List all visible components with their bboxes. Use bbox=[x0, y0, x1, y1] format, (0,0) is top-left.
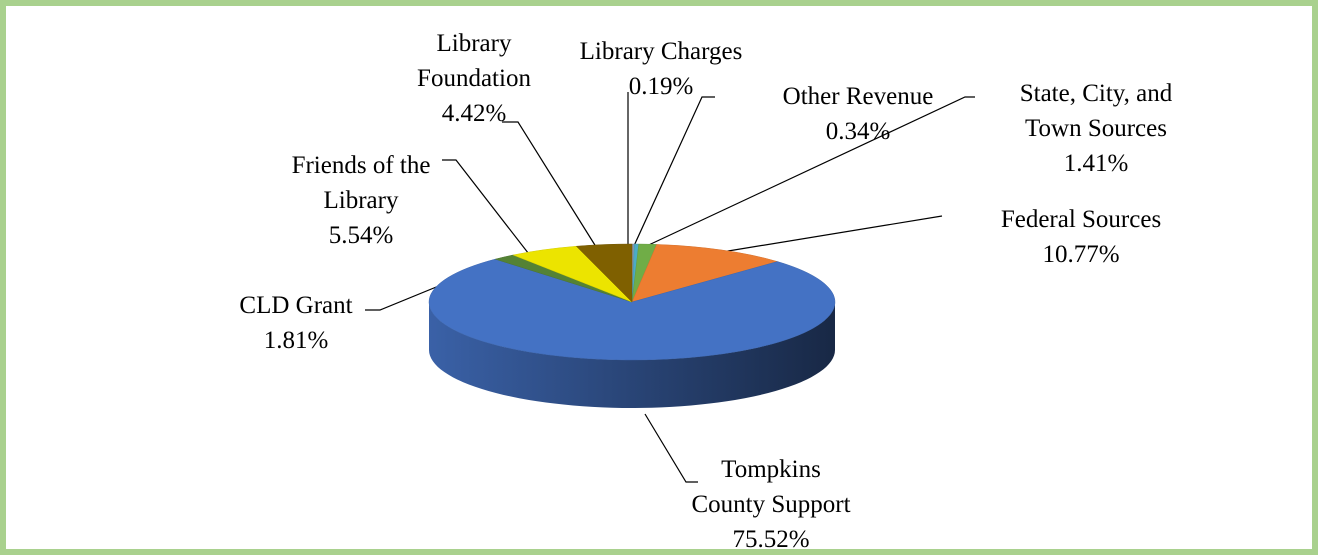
leader-line bbox=[502, 121, 599, 251]
slice-label: Other Revenue 0.34% bbox=[783, 79, 934, 149]
pie-slice bbox=[631, 244, 779, 303]
pie-sides bbox=[429, 302, 835, 408]
slice-value: 0.19% bbox=[628, 73, 694, 100]
slice-value: 75.52% bbox=[732, 526, 810, 553]
slice-name: CLD Grant bbox=[239, 292, 353, 319]
slice-name: Other Revenue bbox=[782, 83, 934, 110]
leader-line bbox=[442, 159, 533, 259]
slice-value: 4.42% bbox=[441, 100, 507, 127]
slice-label: Tompkins County Support 75.52% bbox=[691, 452, 851, 553]
pie-side bbox=[429, 302, 835, 408]
slice-value: 10.77% bbox=[1042, 241, 1120, 268]
slice-name: Friends of the Library bbox=[291, 152, 431, 214]
leader-line bbox=[644, 413, 698, 483]
slice-label: Library Foundation 4.42% bbox=[417, 26, 531, 131]
slice-value: 1.41% bbox=[1063, 150, 1129, 177]
slice-value: 5.54% bbox=[328, 222, 394, 249]
leader-line bbox=[632, 96, 715, 249]
slice-label: CLD Grant 1.81% bbox=[239, 288, 352, 358]
slice-label: State, City, and Town Sources 1.41% bbox=[1020, 76, 1173, 181]
slice-name: Library Charges bbox=[579, 38, 743, 65]
slice-label: Friends of the Library 5.54% bbox=[292, 148, 431, 253]
leader-lines bbox=[365, 92, 975, 483]
pie-tops bbox=[428, 243, 836, 361]
slice-name: State, City, and Town Sources bbox=[1019, 80, 1173, 142]
leader-line bbox=[637, 96, 975, 251]
pie-slice bbox=[575, 243, 633, 303]
slice-label: Federal Sources 10.77% bbox=[1001, 202, 1161, 272]
slice-name: Tompkins County Support bbox=[691, 456, 851, 518]
slice-value: 0.34% bbox=[825, 118, 891, 145]
leader-line bbox=[721, 215, 943, 253]
slice-name: Library Foundation bbox=[417, 30, 531, 92]
slice-label: Library Charges 0.19% bbox=[580, 34, 743, 104]
pie-slice bbox=[428, 258, 836, 361]
slice-value: 1.81% bbox=[263, 327, 329, 354]
slice-name: Federal Sources bbox=[1000, 206, 1162, 233]
